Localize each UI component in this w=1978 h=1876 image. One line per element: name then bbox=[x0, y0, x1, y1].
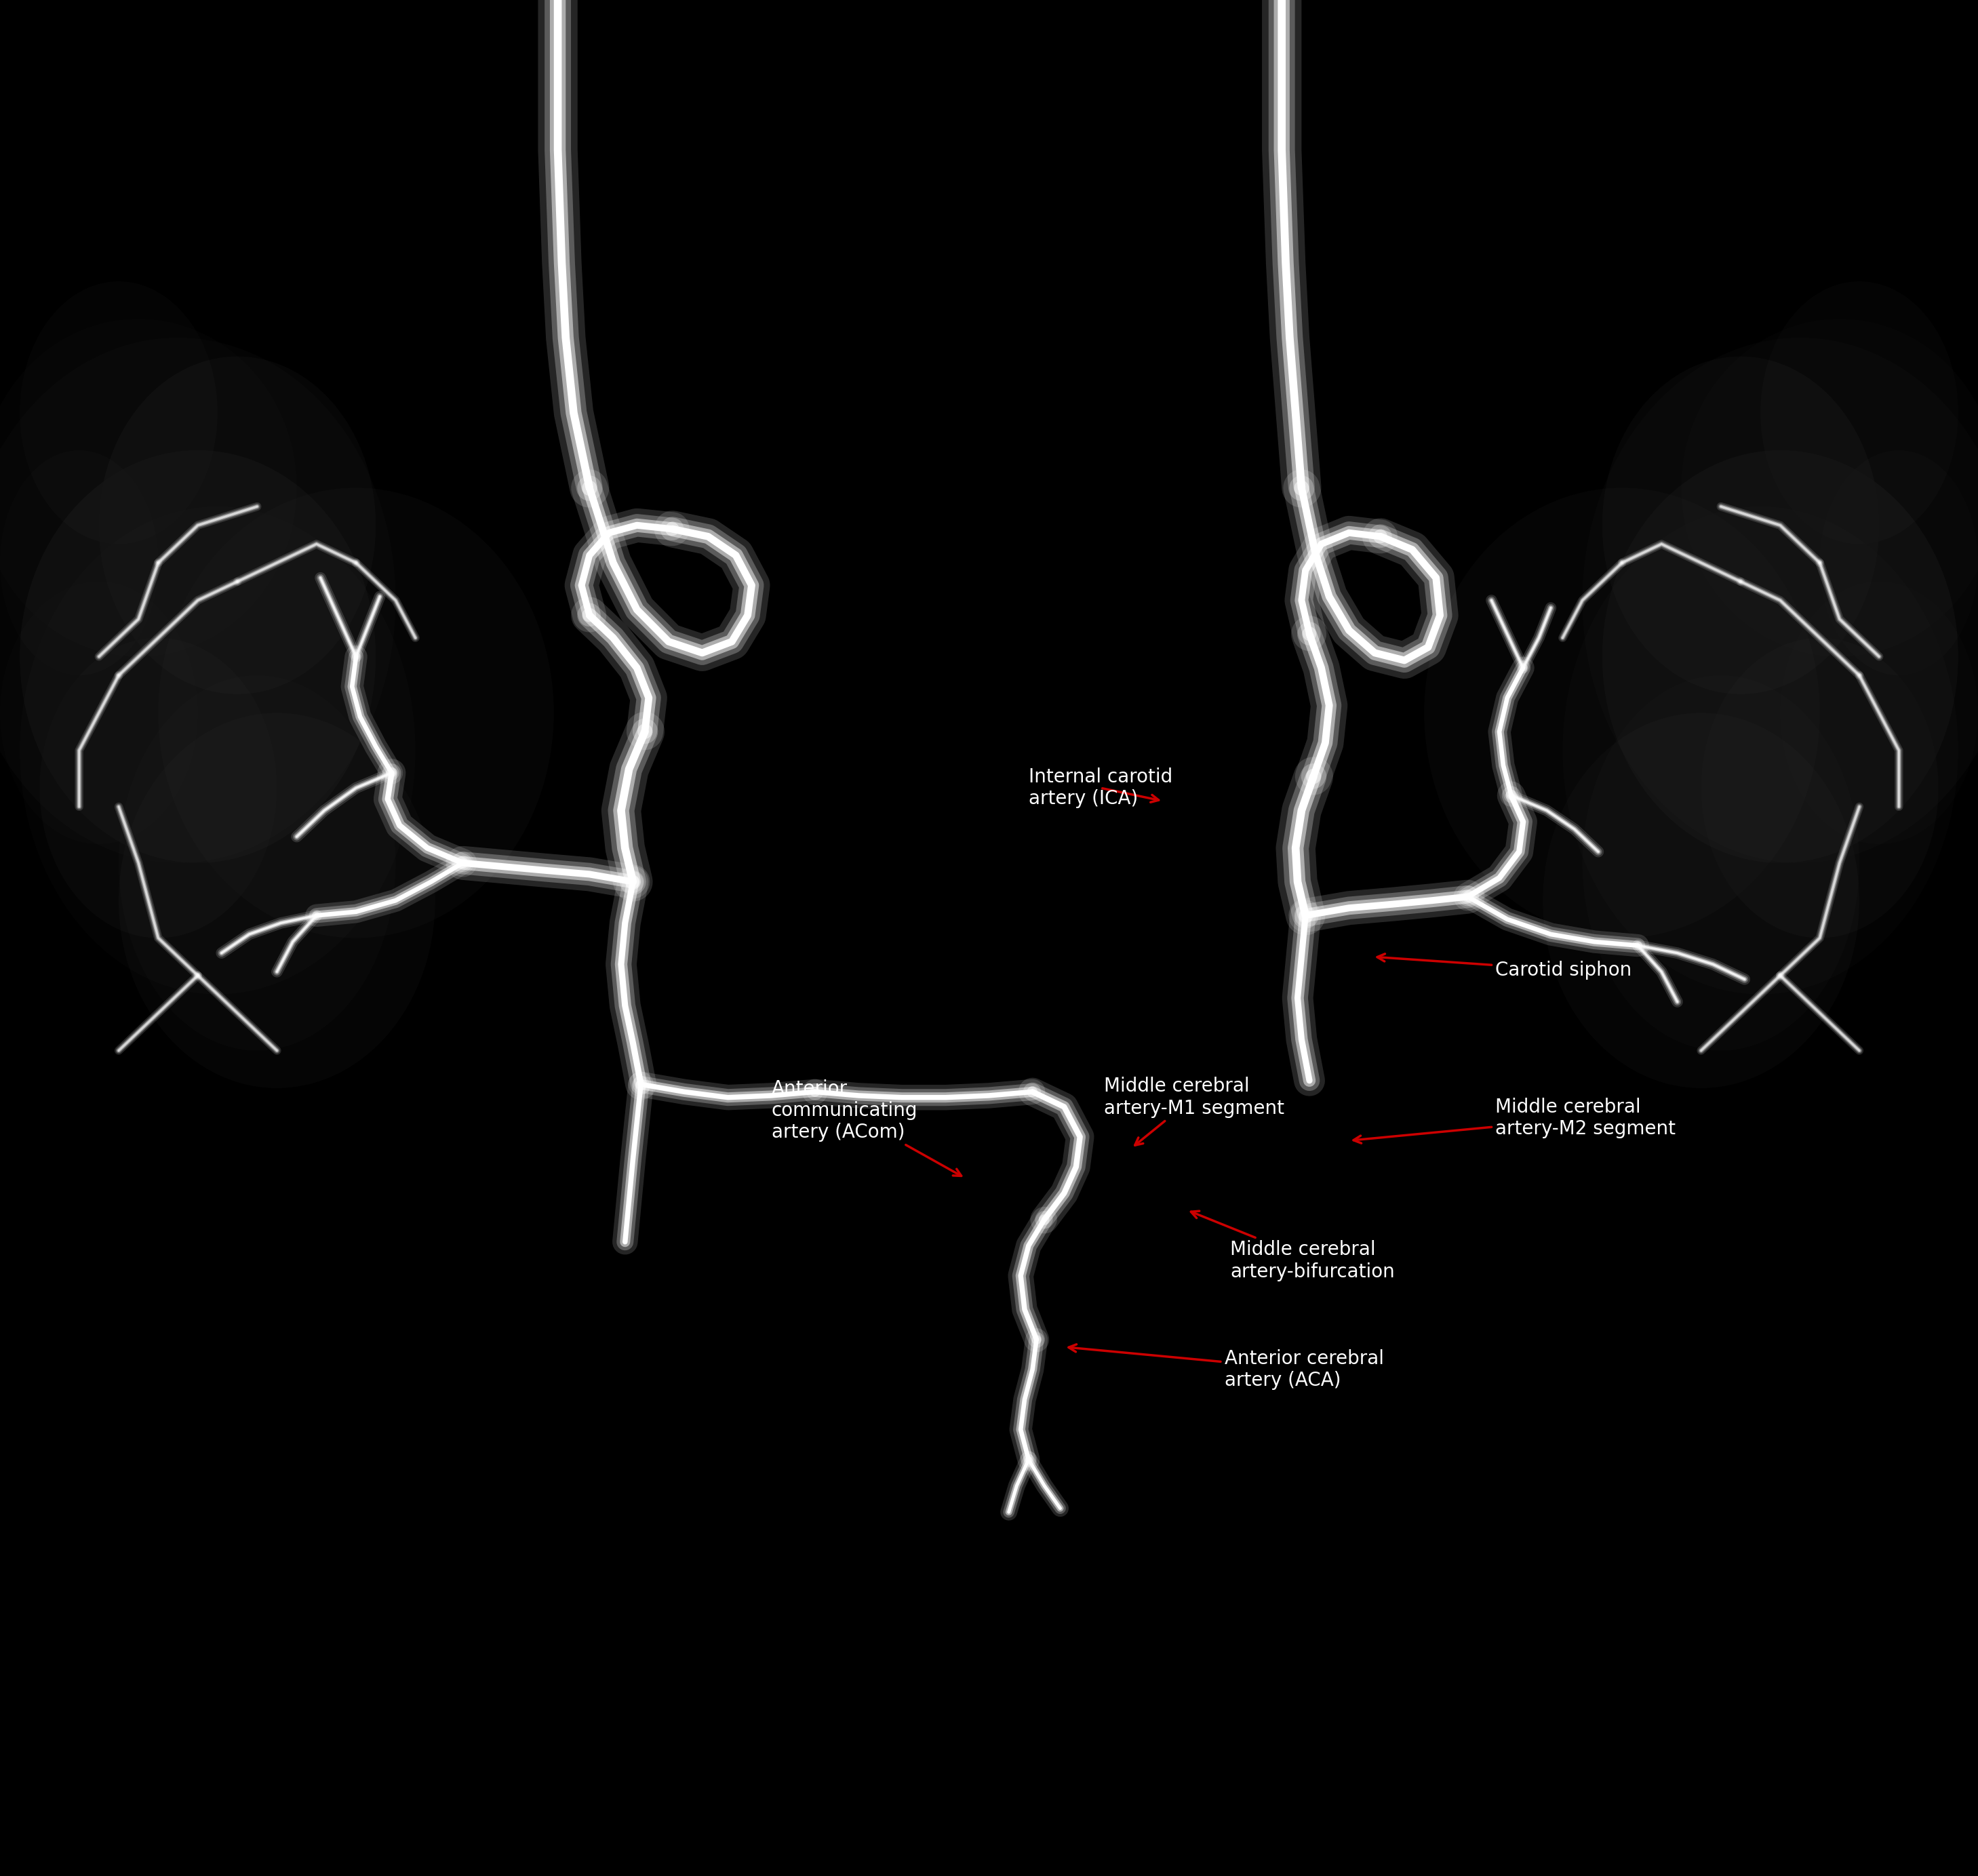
Ellipse shape bbox=[0, 582, 198, 844]
Ellipse shape bbox=[158, 488, 554, 938]
Text: Middle cerebral
artery-M2 segment: Middle cerebral artery-M2 segment bbox=[1353, 1097, 1675, 1142]
Ellipse shape bbox=[119, 675, 396, 1051]
Text: Middle cerebral
artery-bifurcation: Middle cerebral artery-bifurcation bbox=[1191, 1212, 1394, 1281]
Ellipse shape bbox=[1701, 638, 1938, 938]
Ellipse shape bbox=[1602, 450, 1958, 863]
Ellipse shape bbox=[1780, 582, 1978, 844]
Ellipse shape bbox=[20, 507, 415, 994]
Ellipse shape bbox=[20, 281, 218, 544]
Text: Anterior
communicating
artery (ACom): Anterior communicating artery (ACom) bbox=[771, 1079, 961, 1176]
Ellipse shape bbox=[119, 713, 435, 1088]
Ellipse shape bbox=[0, 450, 158, 675]
Ellipse shape bbox=[1563, 507, 1958, 994]
Ellipse shape bbox=[1582, 675, 1859, 1051]
Text: Internal carotid
artery (ICA): Internal carotid artery (ICA) bbox=[1029, 767, 1173, 809]
Ellipse shape bbox=[1681, 319, 1978, 657]
Ellipse shape bbox=[1424, 488, 1820, 938]
Ellipse shape bbox=[20, 450, 376, 863]
Ellipse shape bbox=[0, 338, 396, 863]
Ellipse shape bbox=[1760, 281, 1958, 544]
Ellipse shape bbox=[99, 356, 376, 694]
Ellipse shape bbox=[1582, 338, 1978, 863]
Ellipse shape bbox=[40, 638, 277, 938]
Text: Middle cerebral
artery-M1 segment: Middle cerebral artery-M1 segment bbox=[1104, 1077, 1284, 1144]
Ellipse shape bbox=[0, 319, 297, 657]
Ellipse shape bbox=[1820, 450, 1978, 675]
Text: Anterior cerebral
artery (ACA): Anterior cerebral artery (ACA) bbox=[1068, 1345, 1385, 1390]
Ellipse shape bbox=[1543, 713, 1859, 1088]
Text: Carotid siphon: Carotid siphon bbox=[1377, 953, 1632, 979]
Ellipse shape bbox=[1602, 356, 1879, 694]
